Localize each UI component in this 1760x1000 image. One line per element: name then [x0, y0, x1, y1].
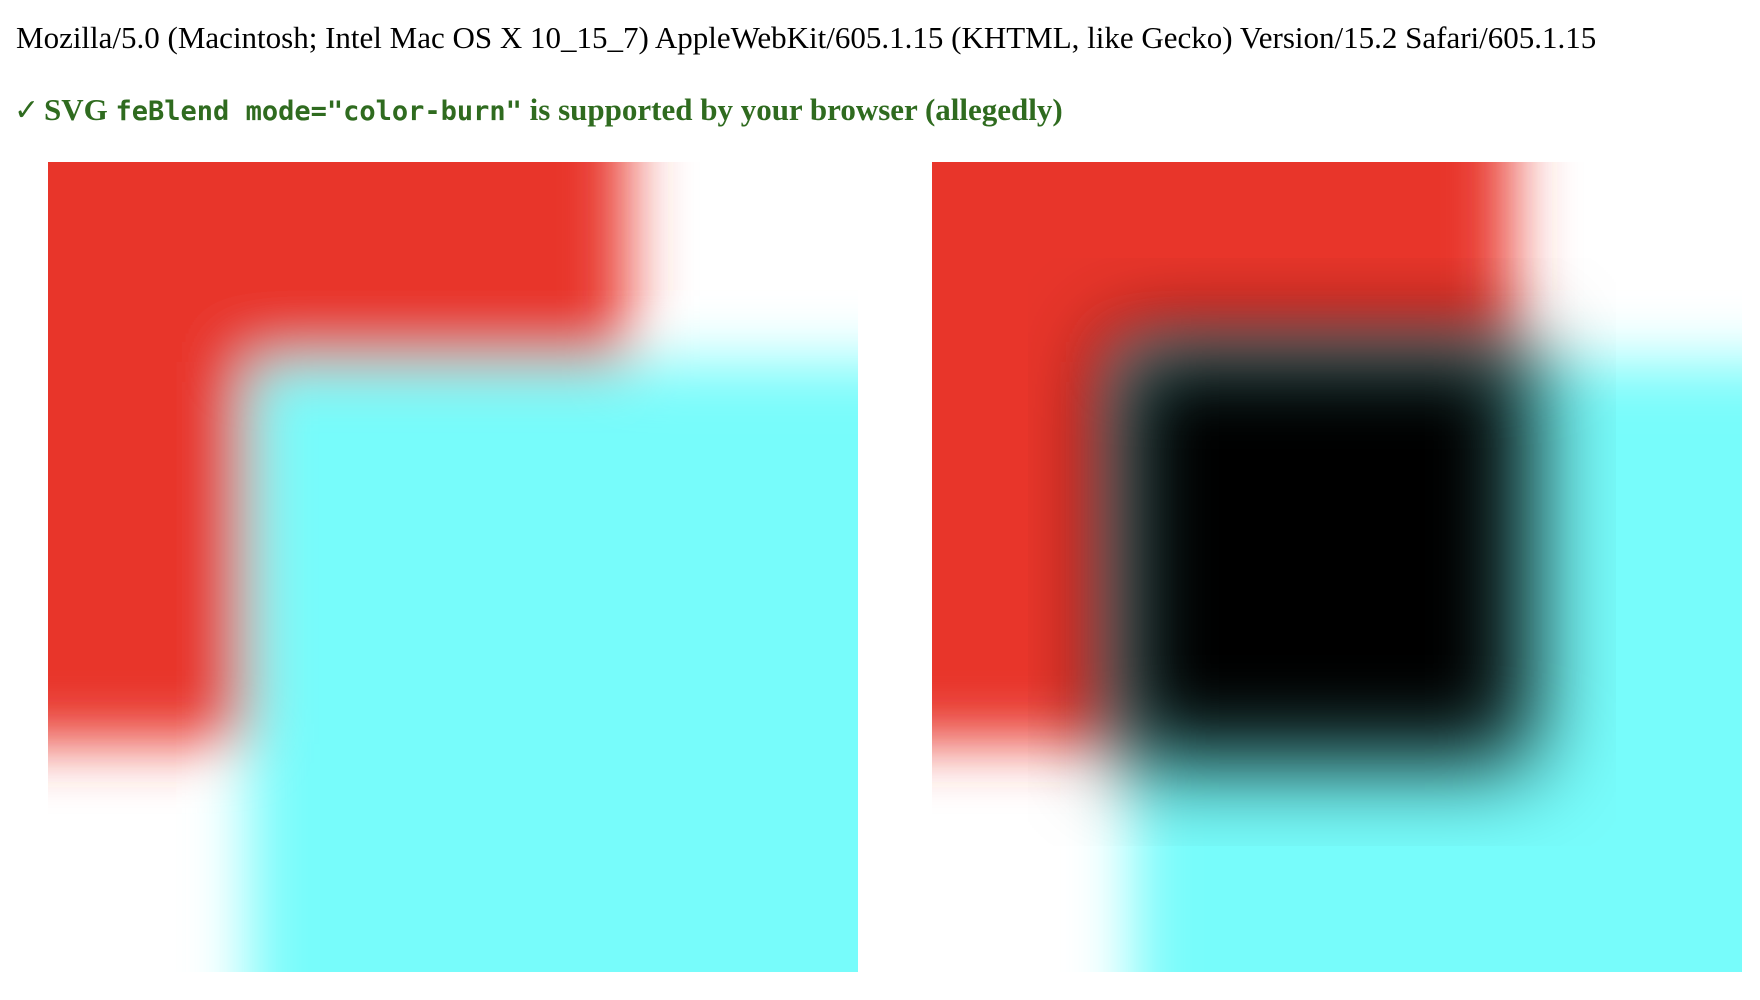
- color-burn-blend-canvas: [932, 162, 1742, 972]
- support-prefix: SVG: [44, 92, 116, 127]
- cyan-square: [248, 362, 858, 972]
- reference-blend-panel: [48, 162, 858, 972]
- mode-attribute-code: mode="color-burn": [245, 96, 522, 127]
- checkmark-icon: ✓: [14, 93, 40, 128]
- burn-overlap-region: [1112, 342, 1532, 762]
- support-status-message: ✓ SVG feBlend mode="color-burn" is suppor…: [14, 90, 1063, 132]
- reference-blend-canvas: [48, 162, 858, 972]
- support-suffix: is supported by your browser (allegedly): [521, 92, 1063, 127]
- element-name-code: feBlend: [115, 96, 230, 127]
- user-agent-text: Mozilla/5.0 (Macintosh; Intel Mac OS X 1…: [16, 20, 1597, 55]
- space-code: [229, 96, 245, 127]
- color-burn-blend-panel: [932, 162, 1742, 972]
